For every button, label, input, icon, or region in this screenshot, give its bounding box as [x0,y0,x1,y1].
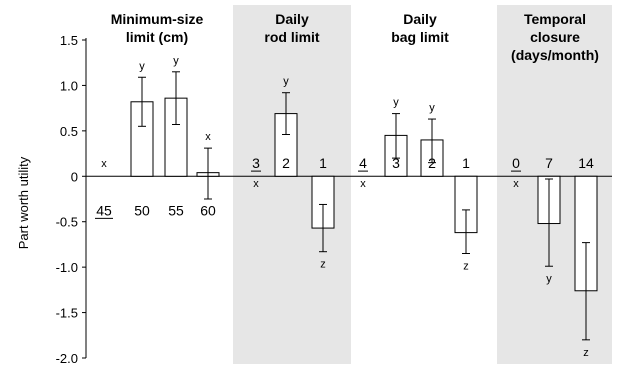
category-label: 45 [96,202,112,218]
group-title-line: rod limit [264,29,320,45]
significance-letter: x [101,158,107,170]
significance-letter: x [360,178,366,190]
y-axis: 1.5 1.0 0.5 0 -0.5 -1.0 -1.5 -2.0 [56,33,87,366]
y-tick-label: -1.5 [56,306,78,321]
group-title-line: Daily [275,11,309,27]
category-label: 2 [428,155,436,171]
y-tick-label: 1.0 [60,78,78,93]
y-tick-label: 1.5 [60,33,78,48]
category-label: 1 [319,155,327,171]
category-label: 3 [392,155,400,171]
significance-letter: x [513,178,519,190]
category-label: 60 [200,202,216,218]
group-title-line: (days/month) [511,47,599,63]
category-label: 55 [168,202,184,218]
category-label: 0 [512,155,520,171]
significance-letter: z [583,347,589,359]
group-title-line: Daily [403,11,437,27]
group-title-line: limit (cm) [126,29,188,45]
y-tick-label: 0.5 [60,124,78,139]
y-tick-label: 0 [71,169,78,184]
category-label: 4 [359,155,367,171]
significance-letter: y [139,60,145,72]
category-label: 3 [252,155,260,171]
significance-letter: x [253,178,259,190]
category-label: 7 [545,155,553,171]
group-title-line: bag limit [391,29,449,45]
group-title-line: Temporal [524,11,586,27]
group-titles: Minimum-size limit (cm) Daily rod limit Dail… [111,11,599,63]
category-label: 2 [282,155,290,171]
y-tick-label: -0.5 [56,215,78,230]
category-label: 1 [462,155,470,171]
significance-letter: z [463,261,469,273]
significance-letter: y [429,102,435,114]
category-label: 50 [134,202,150,218]
group-title-line: closure [530,29,580,45]
bars: 45 x 50 y 55 y 60 x 3 x 2 y 1 z 4 x 3 y 2 y 1 z 0 x 7 y 14 z [95,55,598,359]
significance-letter: x [205,131,211,143]
category-label: 14 [578,155,594,171]
group-title-line: Minimum-size [111,11,204,27]
y-tick-label: -2.0 [56,351,78,366]
y-tick-label: -1.0 [56,260,78,275]
significance-letter: y [283,76,289,88]
significance-letter: y [393,97,399,109]
y-axis-label: Part worth utility [16,156,31,249]
significance-letter: z [320,259,326,271]
significance-letter: y [546,273,552,285]
significance-letter: y [173,55,179,67]
